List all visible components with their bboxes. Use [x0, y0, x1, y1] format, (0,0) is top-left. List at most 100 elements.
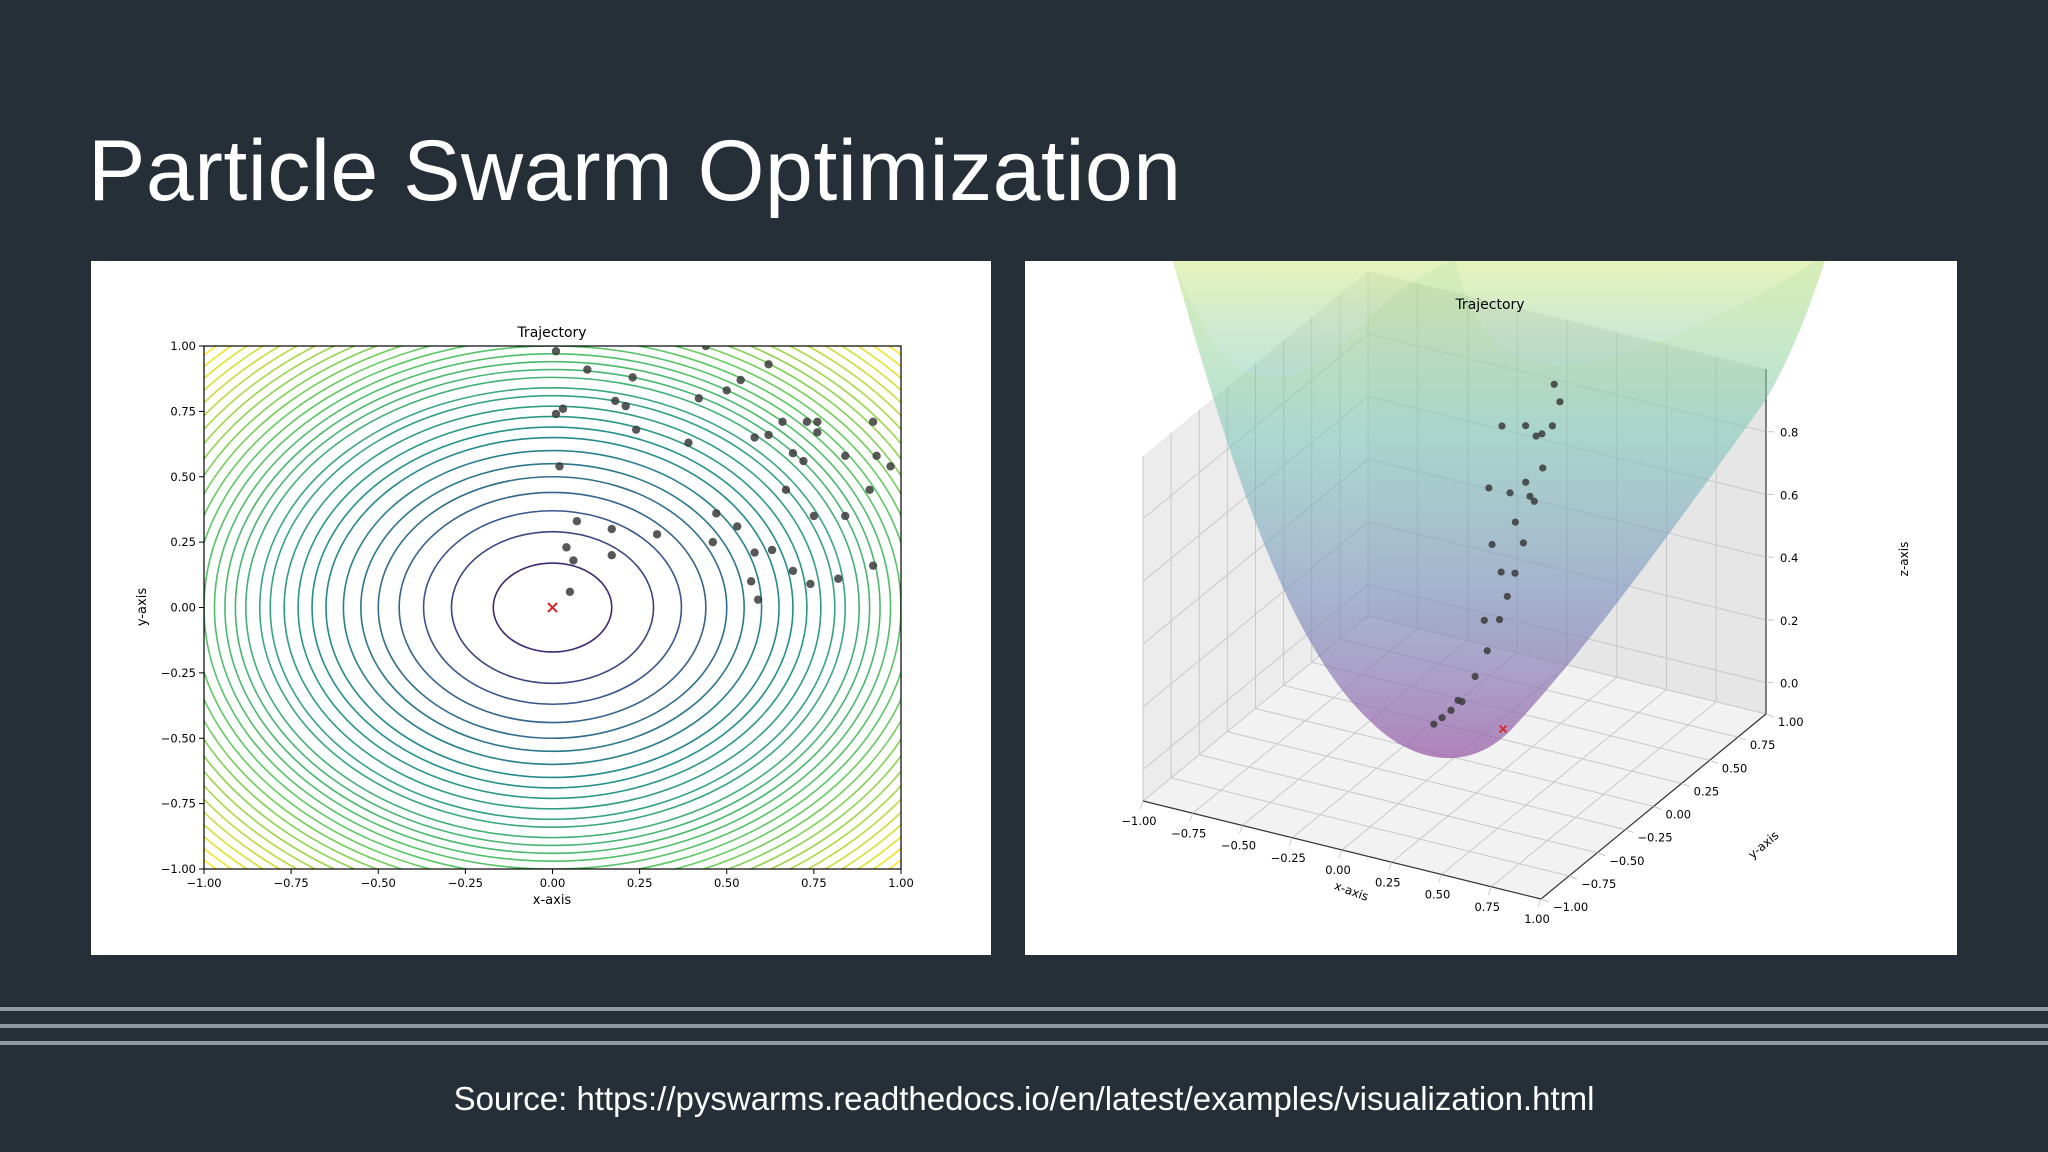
- particle-point: [799, 456, 808, 466]
- contour-line: [450, 530, 655, 685]
- x-tick-mark: [1239, 825, 1243, 834]
- y-tick-label: −0.50: [161, 731, 196, 745]
- x-tick-mark: [1288, 837, 1293, 846]
- particle-point: [841, 451, 850, 461]
- particle-point: [1498, 422, 1506, 430]
- contour-line: [258, 387, 847, 828]
- particle-point: [802, 417, 812, 427]
- particle-point: [767, 545, 777, 555]
- y-tick-mark: [1625, 829, 1634, 834]
- z-tick-label: 0.4: [1780, 551, 1798, 565]
- x-tick-label: 0.75: [801, 876, 827, 890]
- particle-point: [1522, 478, 1530, 486]
- particle-point: [607, 524, 616, 534]
- contour-line: [245, 376, 860, 839]
- surface: [1173, 261, 1825, 759]
- z-tick-label: 0.2: [1780, 614, 1798, 628]
- x-tick-label: −0.75: [274, 876, 309, 890]
- particle-point: [1447, 706, 1455, 714]
- chart-title: Trajectory: [1454, 297, 1524, 313]
- particles: [551, 346, 895, 604]
- contour-line: [422, 509, 683, 706]
- particle-point: [746, 577, 756, 586]
- particle-point: [1511, 518, 1519, 526]
- grid-line: [1391, 676, 1618, 863]
- particle-point: [1458, 698, 1466, 706]
- particle-point: [865, 485, 874, 495]
- x-tick-mark: [1139, 800, 1144, 810]
- particle-point: [872, 451, 881, 461]
- particle-point: [764, 360, 773, 369]
- particle-point: [565, 587, 575, 597]
- y-tick-mark: [1568, 875, 1578, 880]
- divider-line-2: [0, 1024, 2048, 1028]
- x-tick-mark: [1438, 874, 1442, 883]
- x-tick-mark: [1189, 813, 1194, 822]
- z-tick-label: 0.6: [1780, 488, 1798, 502]
- y-tick-label: −0.25: [161, 666, 196, 680]
- particle-point: [701, 346, 711, 351]
- particle-point: [555, 462, 564, 471]
- particle-point: [684, 438, 693, 447]
- particle-point: [813, 428, 822, 437]
- x-tick-label: 0.50: [1425, 888, 1451, 902]
- particle-point: [813, 417, 822, 427]
- particle-point: [781, 485, 791, 495]
- chart-title: Trajectory: [516, 325, 586, 341]
- particle-point: [1538, 430, 1546, 438]
- optimum-x-marker: [547, 602, 558, 613]
- contour-line: [398, 491, 707, 724]
- contour-trajectory-chart: −1.00 −0.75 −0.50 −0.25 0.00 0.25 0.50 0.75 1.00…: [135, 325, 914, 908]
- particle-point: [1511, 569, 1519, 577]
- divider-line-1: [0, 1007, 2048, 1011]
- contour-line: [360, 462, 745, 753]
- particle-point: [1539, 464, 1547, 472]
- contour-line: [269, 394, 836, 821]
- y-tick-label: −1.00: [161, 862, 196, 876]
- y-tick-label: 0.25: [1694, 784, 1720, 798]
- particle-point: [1556, 398, 1564, 406]
- contour-line: [224, 360, 881, 855]
- y-tick-mark: [1681, 782, 1690, 787]
- surface-back: [1173, 261, 1815, 378]
- x-axis-label: x-axis: [533, 893, 572, 908]
- particle-point: [712, 509, 721, 518]
- y-tick-label: 1.00: [1778, 715, 1804, 729]
- x-tick-mark: [1338, 849, 1343, 859]
- particle-point: [708, 537, 718, 547]
- particle-point: [1497, 568, 1505, 576]
- x-tick-label: −0.75: [1171, 826, 1206, 840]
- grid-line: [1490, 701, 1717, 888]
- x-tick-label: −0.25: [448, 876, 483, 890]
- particle-point: [551, 347, 561, 356]
- particle-point: [788, 449, 798, 458]
- particle-point: [1483, 647, 1491, 655]
- particle-point: [834, 574, 843, 583]
- y-tick-label: 0.75: [170, 404, 196, 418]
- optimum-marker: [1498, 724, 1508, 734]
- optimum-marker: [547, 602, 558, 613]
- particle-point: [1438, 714, 1446, 722]
- y-tick-label: 1.00: [170, 339, 196, 353]
- x-tick-label: −0.50: [361, 876, 396, 890]
- y-tick-mark: [1709, 759, 1718, 764]
- page-title: Particle Swarm Optimization: [88, 123, 1182, 219]
- contour-line: [377, 475, 728, 740]
- particle-point: [806, 579, 815, 589]
- y-tick-label: −0.25: [1637, 831, 1672, 845]
- optimum-x-marker: [1498, 724, 1508, 734]
- y-tick-label: −0.75: [161, 797, 196, 811]
- source-citation: Source: https://pyswarms.readthedocs.io/…: [453, 1080, 1595, 1117]
- y-tick-label: −0.75: [1581, 877, 1616, 891]
- particle-point: [886, 462, 895, 471]
- z-tick-label: 0.0: [1780, 677, 1798, 691]
- y-tick-label: 0.50: [1722, 761, 1748, 775]
- x-tick-label: −0.25: [1271, 851, 1306, 865]
- particle-point: [621, 401, 630, 411]
- x-tick-label: 0.00: [540, 876, 566, 890]
- contour-lines: [204, 346, 901, 869]
- particle-point: [652, 530, 662, 539]
- particle-point: [868, 417, 878, 427]
- particle-point: [1495, 616, 1504, 624]
- particle-point: [733, 522, 742, 531]
